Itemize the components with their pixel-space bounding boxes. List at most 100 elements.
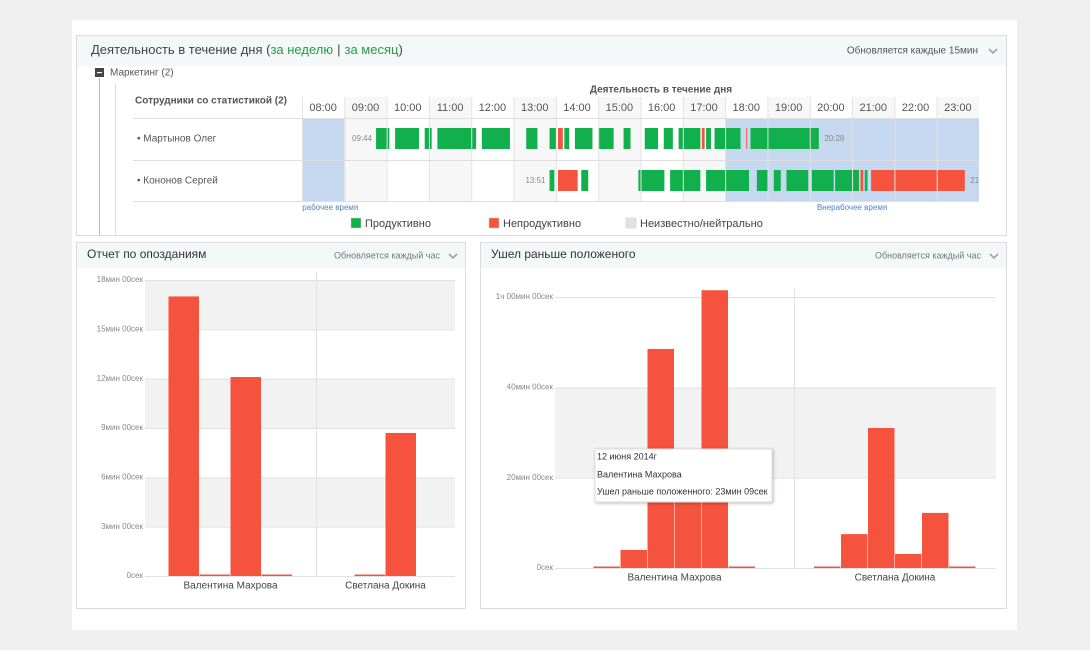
activity-segment bbox=[860, 170, 864, 191]
activity-segment bbox=[871, 170, 965, 191]
panel-header bbox=[481, 243, 1006, 268]
hour-label: 14:00 bbox=[563, 102, 591, 114]
activity-segment bbox=[678, 128, 701, 149]
hour-label: 17:00 bbox=[690, 102, 718, 114]
hour-label: 08:00 bbox=[309, 102, 337, 114]
legend: Продуктивно Непродуктивно Неизвестно/нейтр… bbox=[350, 217, 763, 230]
chevron[interactable] bbox=[988, 48, 998, 55]
bar bbox=[620, 549, 647, 568]
bar bbox=[949, 566, 976, 568]
bar bbox=[701, 290, 728, 568]
bar bbox=[814, 566, 841, 568]
tooltip-date: 12 июня 2014г bbox=[597, 451, 658, 461]
employee-name: • Кононов Сергей bbox=[137, 176, 218, 187]
off-hours-label: Внерабочее время bbox=[817, 203, 887, 212]
legend-swatch bbox=[625, 217, 637, 229]
y-tick-label: 20мин 00сек bbox=[507, 473, 554, 482]
activity-segment bbox=[481, 128, 510, 149]
activity-segment bbox=[598, 128, 614, 149]
hour-label: 11:00 bbox=[437, 102, 464, 114]
hour-label: 20:00 bbox=[817, 102, 845, 114]
hour-label: 13:00 bbox=[521, 102, 549, 114]
bar bbox=[261, 574, 292, 576]
hour-label: 09:00 bbox=[352, 102, 380, 114]
late-chart: Отчет по опозданиям Обновляется каждый ча… bbox=[77, 243, 465, 592]
bar bbox=[168, 296, 199, 576]
bar bbox=[868, 427, 895, 568]
bar bbox=[230, 377, 261, 576]
update-note[interactable]: Обновляется каждые 15мин bbox=[847, 45, 978, 57]
week-link[interactable]: за неделю bbox=[270, 42, 333, 57]
employee-name: • Мартынов Олег bbox=[137, 134, 217, 145]
activity-segment bbox=[376, 128, 390, 149]
group-name: Маркетинг (2) bbox=[110, 68, 174, 79]
hour-label: 21:00 bbox=[859, 102, 887, 114]
legend-swatch bbox=[350, 217, 362, 229]
hour-label: 23:00 bbox=[944, 102, 972, 114]
activity-segment bbox=[786, 170, 809, 191]
activity-segment bbox=[756, 170, 769, 191]
tooltip-name: Валентина Махрова bbox=[597, 469, 682, 479]
chevron[interactable] bbox=[989, 253, 999, 260]
hour-label: 18:00 bbox=[733, 102, 761, 114]
activity-segment bbox=[644, 128, 659, 149]
y-tick-label: 12мин 00сек bbox=[97, 374, 144, 383]
start-time: 13:51 bbox=[525, 176, 546, 185]
legend-swatch bbox=[488, 217, 500, 229]
activity-segment bbox=[773, 170, 781, 191]
activity-segment bbox=[549, 128, 557, 149]
activity-segment bbox=[395, 128, 419, 149]
activity-segment bbox=[663, 128, 673, 149]
hour-label: 15:00 bbox=[606, 102, 634, 114]
activity-segment bbox=[437, 128, 477, 149]
activity-segment bbox=[714, 128, 741, 149]
chevron[interactable] bbox=[448, 253, 458, 260]
start-time: 09:44 bbox=[352, 134, 373, 143]
month-link[interactable]: за месяц bbox=[345, 42, 400, 57]
panel-header bbox=[77, 243, 465, 268]
activity-segment bbox=[574, 128, 593, 149]
activity-segment bbox=[557, 170, 578, 191]
update-note: Обновляется каждый час bbox=[875, 250, 982, 260]
bar bbox=[841, 534, 868, 568]
timeline: Внерабочее время Внерабочее время 09:44 20:… bbox=[133, 97, 979, 212]
y-tick-label: 0сек bbox=[127, 571, 144, 580]
tooltip-text: Ушел раньше положенного: 23мин 09сек bbox=[597, 486, 768, 496]
x-tick-label: Валентина Махрова bbox=[183, 581, 278, 592]
bar bbox=[354, 574, 385, 576]
y-tick-label: 1ч 00мин 00сек bbox=[496, 292, 554, 301]
tooltip-box bbox=[594, 448, 773, 503]
y-tick-label: 18мин 00сек bbox=[97, 275, 144, 284]
off-hours bbox=[302, 118, 345, 201]
y-tick-label: 15мин 00сек bbox=[97, 324, 144, 333]
activity-segment bbox=[581, 170, 589, 191]
activity-title: Деятельность в течение дня (за неделю | за… bbox=[91, 42, 403, 57]
activity-segment bbox=[549, 170, 555, 191]
activity-segment bbox=[706, 128, 711, 149]
bar bbox=[385, 432, 416, 576]
timeline-header: Деятельность в течение дня bbox=[590, 85, 732, 96]
legend-label: Неизвестно/нейтрально bbox=[640, 218, 763, 230]
activity-segment bbox=[706, 170, 750, 191]
hour-label: 10:00 bbox=[394, 102, 422, 114]
off-hours-label: Внерабочее время bbox=[288, 203, 358, 212]
bar bbox=[895, 553, 922, 568]
activity-segment bbox=[526, 128, 538, 149]
end-time: 20:28 bbox=[824, 134, 845, 143]
activity-segment bbox=[864, 170, 868, 191]
bar bbox=[199, 574, 230, 576]
legend-label: Продуктивно bbox=[365, 218, 431, 230]
y-tick-label: 6мин 00сек bbox=[101, 472, 143, 481]
activity-segment bbox=[557, 128, 563, 149]
y-tick-label: 40мин 00сек bbox=[507, 382, 554, 391]
activity-segment bbox=[623, 128, 631, 149]
activity-segment bbox=[811, 170, 834, 191]
activity-segment bbox=[750, 128, 819, 149]
y-tick-label: 3мин 00сек bbox=[101, 522, 143, 531]
hour-label: 16:00 bbox=[648, 102, 676, 114]
chart-title: Ушел раньше положеного bbox=[491, 247, 636, 261]
hour-label: 22:00 bbox=[902, 102, 930, 114]
hour-label: 19:00 bbox=[775, 102, 803, 114]
